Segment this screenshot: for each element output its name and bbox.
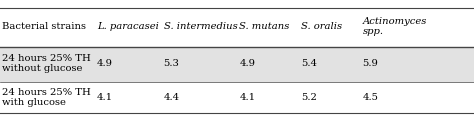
Text: S. intermedius: S. intermedius — [164, 22, 237, 31]
Text: 5.2: 5.2 — [301, 93, 317, 102]
Text: 24 hours 25% TH
without glucose: 24 hours 25% TH without glucose — [2, 54, 91, 73]
Text: Bacterial strains: Bacterial strains — [2, 22, 86, 31]
Text: 4.1: 4.1 — [97, 93, 113, 102]
Text: 4.9: 4.9 — [239, 59, 255, 68]
Bar — [0, 8, 474, 47]
Text: 4.4: 4.4 — [164, 93, 180, 102]
Text: Actinomyces
spp.: Actinomyces spp. — [363, 17, 427, 36]
Text: L. paracasei: L. paracasei — [97, 22, 159, 31]
Text: 5.4: 5.4 — [301, 59, 317, 68]
Text: 5.9: 5.9 — [363, 59, 378, 68]
Text: 4.5: 4.5 — [363, 93, 379, 102]
Text: S. oralis: S. oralis — [301, 22, 342, 31]
Text: 4.9: 4.9 — [97, 59, 113, 68]
Bar — [0, 82, 474, 113]
Text: S. mutans: S. mutans — [239, 22, 290, 31]
Text: 4.1: 4.1 — [239, 93, 255, 102]
Text: 5.3: 5.3 — [164, 59, 179, 68]
Bar — [0, 47, 474, 82]
Text: 24 hours 25% TH
with glucose: 24 hours 25% TH with glucose — [2, 88, 91, 107]
